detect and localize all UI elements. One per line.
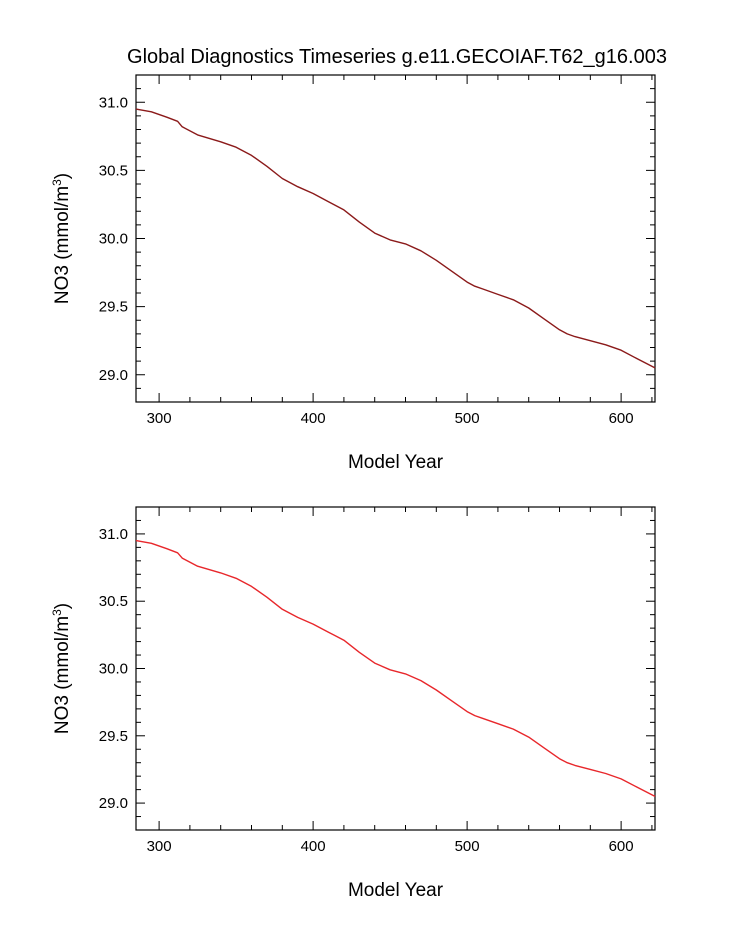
top-y-tick-label: 29.0 xyxy=(99,367,128,384)
top-y-tick-label: 30.5 xyxy=(99,162,128,179)
top-x-tick-label: 400 xyxy=(301,410,326,427)
top-x-tick-label: 600 xyxy=(609,410,634,427)
bottom-x-tick-label: 600 xyxy=(609,838,634,855)
top-y-tick-label: 31.0 xyxy=(99,94,128,111)
bottom-x-tick-label: 300 xyxy=(147,838,172,855)
bottom-y-tick-label: 29.5 xyxy=(99,728,128,745)
top-y-tick-label: 29.5 xyxy=(99,299,128,316)
bottom-plot-frame xyxy=(135,506,656,831)
bottom-x-tick-label: 500 xyxy=(455,838,480,855)
bottom-x-tick-label: 400 xyxy=(301,838,326,855)
figure-title: Global Diagnostics Timeseries g.e11.GECO… xyxy=(127,46,667,68)
top-x-tick-label: 500 xyxy=(455,410,480,427)
bottom-y-axis-label: NO3 (mmol/m3) xyxy=(50,603,73,734)
bottom-y-tick-label: 30.0 xyxy=(99,661,128,678)
bottom-y-tick-label: 31.0 xyxy=(99,526,128,543)
bottom-y-tick-label: 29.0 xyxy=(99,795,128,812)
top-no3-series-line xyxy=(135,108,656,369)
top-y-axis-label: NO3 (mmol/m3) xyxy=(50,173,73,304)
top-x-tick-label: 300 xyxy=(147,410,172,427)
bottom-no3-series-line xyxy=(135,539,656,798)
bottom-y-tick-label: 30.5 xyxy=(99,593,128,610)
top-plot-frame xyxy=(135,74,656,403)
plot-panel-top: 300 400 500 600 29.0 29.5 30.0 30.5 31.0 Model Ye… xyxy=(50,74,656,473)
top-y-tick-label: 30.0 xyxy=(99,231,128,248)
bottom-x-axis-label: Model Year xyxy=(348,880,444,901)
top-x-axis-label: Model Year xyxy=(348,452,444,473)
plot-panel-bottom: 300 400 500 600 29.0 29.5 30.0 30.5 31.0 Model Ye… xyxy=(50,506,656,901)
